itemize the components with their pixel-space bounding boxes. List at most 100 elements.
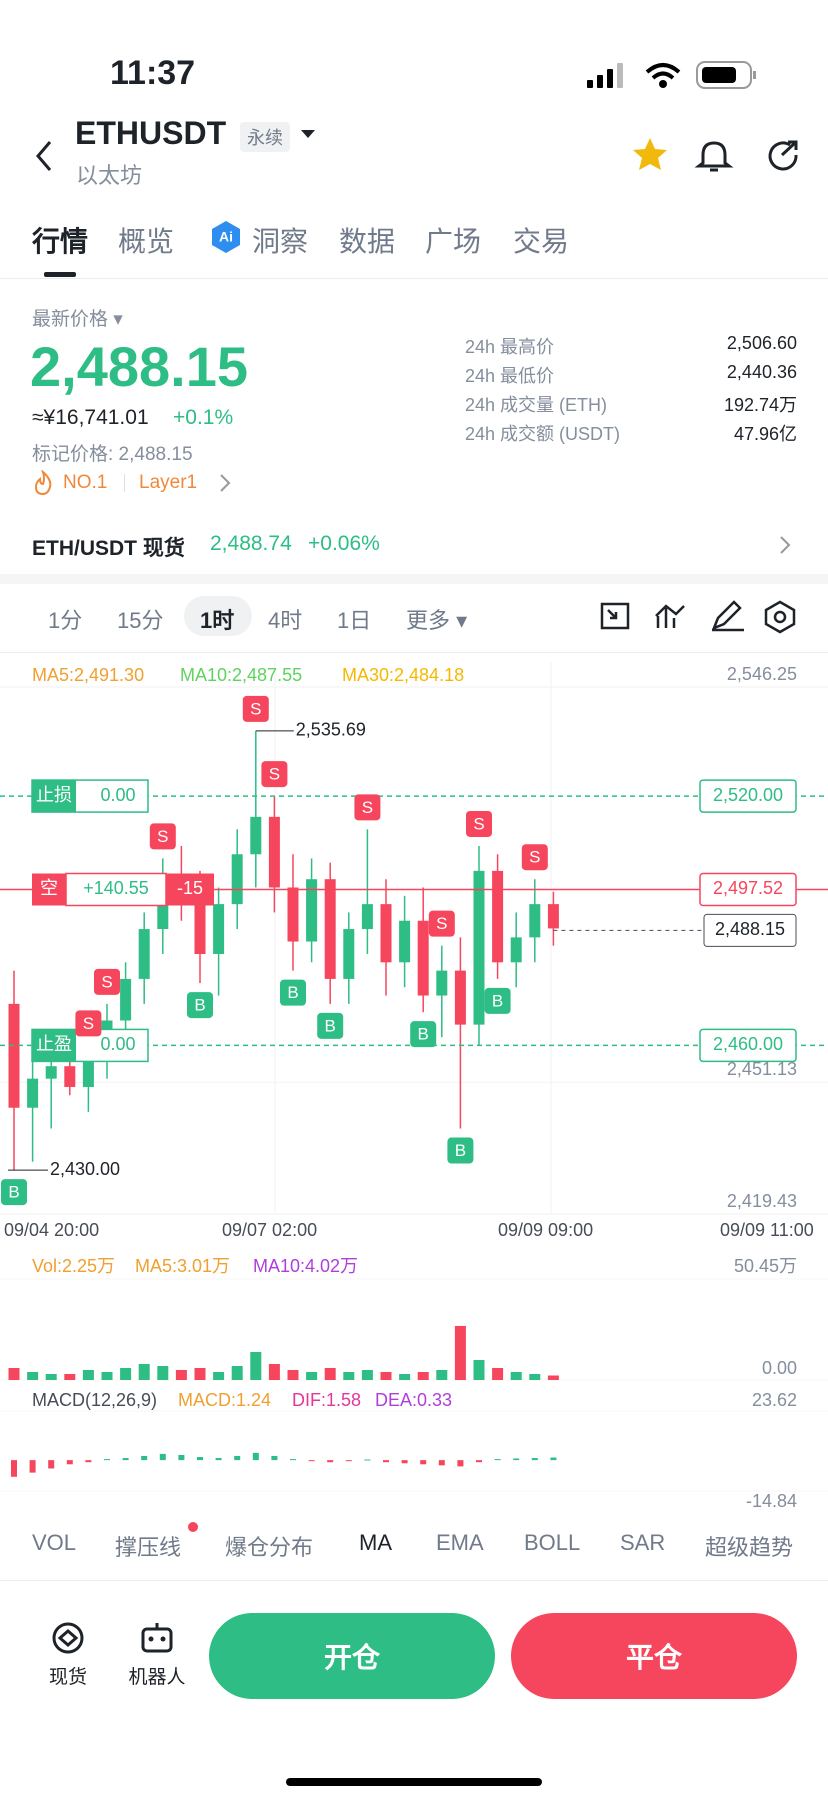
ma-legend: MA5:2,491.30: [32, 665, 144, 685]
indicator-tab[interactable]: 超级趋势: [705, 1535, 794, 1560]
candle-body: [250, 816, 262, 855]
interval[interactable]: 1日: [337, 608, 372, 633]
interval[interactable]: 1分: [48, 608, 83, 633]
indicator-tab[interactable]: SAR: [620, 1530, 666, 1555]
bar: [85, 1460, 92, 1463]
chart-tools[interactable]: [598, 598, 810, 634]
divider: [0, 1580, 828, 1581]
candle-body: [547, 904, 559, 929]
tab[interactable]: 概览: [118, 226, 175, 257]
interval[interactable]: 更多 ▾: [406, 608, 468, 633]
trade-side: B: [455, 1141, 466, 1160]
trade-marker: [75, 1010, 102, 1037]
candle-body: [399, 920, 411, 963]
charts: 2,546.25 2,451.13 2,419.43 MA5:2,491.30 MA10…: [0, 662, 828, 1511]
trade-side: S: [101, 972, 112, 991]
position-qty-bg: [166, 873, 214, 906]
trade-side: B: [418, 1025, 429, 1044]
sep: [124, 474, 125, 492]
tab[interactable]: 交易: [513, 226, 570, 257]
trade-side: B: [8, 1183, 19, 1202]
ma-legend: MA30:2,484.18: [342, 665, 464, 685]
spot-label[interactable]: 现货: [48, 1667, 88, 1688]
cny-price: ≈¥16,741.01: [32, 406, 149, 429]
flame-icon: [34, 470, 52, 496]
candle-body: [380, 904, 392, 963]
header-actions[interactable]: [630, 135, 810, 175]
bar: [197, 1457, 203, 1461]
order-name: 止损: [36, 785, 72, 805]
bar: [64, 1373, 76, 1380]
candle-body: [343, 929, 355, 979]
trade-marker: [187, 992, 213, 1019]
trade-marker: [317, 1012, 344, 1039]
candle-body: [27, 1078, 39, 1108]
bar: [250, 1351, 262, 1380]
trade-side: S: [436, 914, 447, 933]
indicator-tab[interactable]: VOL: [32, 1530, 77, 1555]
indicator-tab[interactable]: EMA: [436, 1530, 484, 1555]
candle-body: [194, 895, 206, 954]
status-time: 11:37: [110, 54, 196, 92]
position-pnl: +140.55: [83, 878, 149, 898]
rank: NO.1: [63, 472, 108, 493]
status-icons: [587, 61, 756, 89]
tab[interactable]: 洞察: [252, 226, 309, 257]
ma-legend: MA10:2,487.55: [180, 665, 302, 685]
interval[interactable]: 1时: [200, 608, 235, 633]
y-tick-label: 2,419.43: [727, 1191, 797, 1211]
candle-body: [492, 870, 504, 963]
divider: [0, 278, 828, 279]
stat-label: 24h 成交额 (USDT): [465, 424, 621, 444]
back-button[interactable]: [30, 138, 60, 174]
candle-body: [473, 870, 485, 1025]
bar: [45, 1373, 57, 1380]
stat-label: 24h 最低价: [465, 366, 555, 386]
bar: [178, 1454, 185, 1461]
bar: [8, 1367, 20, 1380]
tab[interactable]: 行情: [32, 226, 89, 257]
price-label: 最新价格 ▾: [32, 309, 123, 330]
open-button[interactable]: 开仓: [209, 1613, 495, 1699]
tab[interactable]: 广场: [425, 226, 482, 257]
indicator-tab[interactable]: 撑压线: [115, 1535, 182, 1560]
bar: [66, 1460, 73, 1465]
symbol-dropdown[interactable]: [300, 128, 316, 140]
bar: [234, 1455, 241, 1461]
bot-icon[interactable]: [137, 1620, 177, 1656]
stat-value: 192.74万: [723, 395, 797, 415]
trade-side: S: [157, 827, 168, 846]
indicator-tab[interactable]: 爆仓分布: [225, 1535, 314, 1560]
chevron: [220, 474, 231, 492]
y-tick-label: 50.45万: [734, 1256, 797, 1276]
section-gap: [0, 574, 828, 584]
tab[interactable]: 数据: [339, 226, 396, 257]
order-name-bg: [32, 1029, 76, 1062]
spot-pair[interactable]: ETH/USDT 现货: [32, 537, 185, 560]
sector-tag[interactable]: Layer1: [139, 472, 198, 493]
bar: [11, 1460, 17, 1477]
indicator-legend: DIF:1.58: [292, 1390, 361, 1410]
interval[interactable]: 15分: [117, 608, 164, 633]
price-label-text: 最新价格: [32, 309, 109, 330]
stat-value: 2,506.60: [726, 333, 797, 353]
bot-label[interactable]: 机器人: [128, 1667, 186, 1688]
candle-body: [8, 1003, 20, 1108]
bar: [529, 1373, 541, 1380]
bar: [82, 1369, 94, 1380]
bar: [510, 1371, 522, 1380]
bar: [454, 1325, 466, 1380]
indicator-legend: MACD(12,26,9): [32, 1390, 157, 1410]
spot-icon[interactable]: [48, 1620, 88, 1656]
chevron: [780, 536, 791, 554]
trade-side: B: [287, 983, 298, 1002]
indicator-tab[interactable]: BOLL: [524, 1530, 581, 1555]
position-price-box: [699, 872, 797, 907]
interval[interactable]: 4时: [268, 608, 303, 633]
order-qty: 0.00: [100, 785, 135, 805]
indicator-tab[interactable]: MA: [359, 1530, 392, 1555]
bar: [513, 1458, 520, 1461]
trade-marker: [149, 823, 176, 850]
close-button[interactable]: 平仓: [511, 1613, 797, 1699]
